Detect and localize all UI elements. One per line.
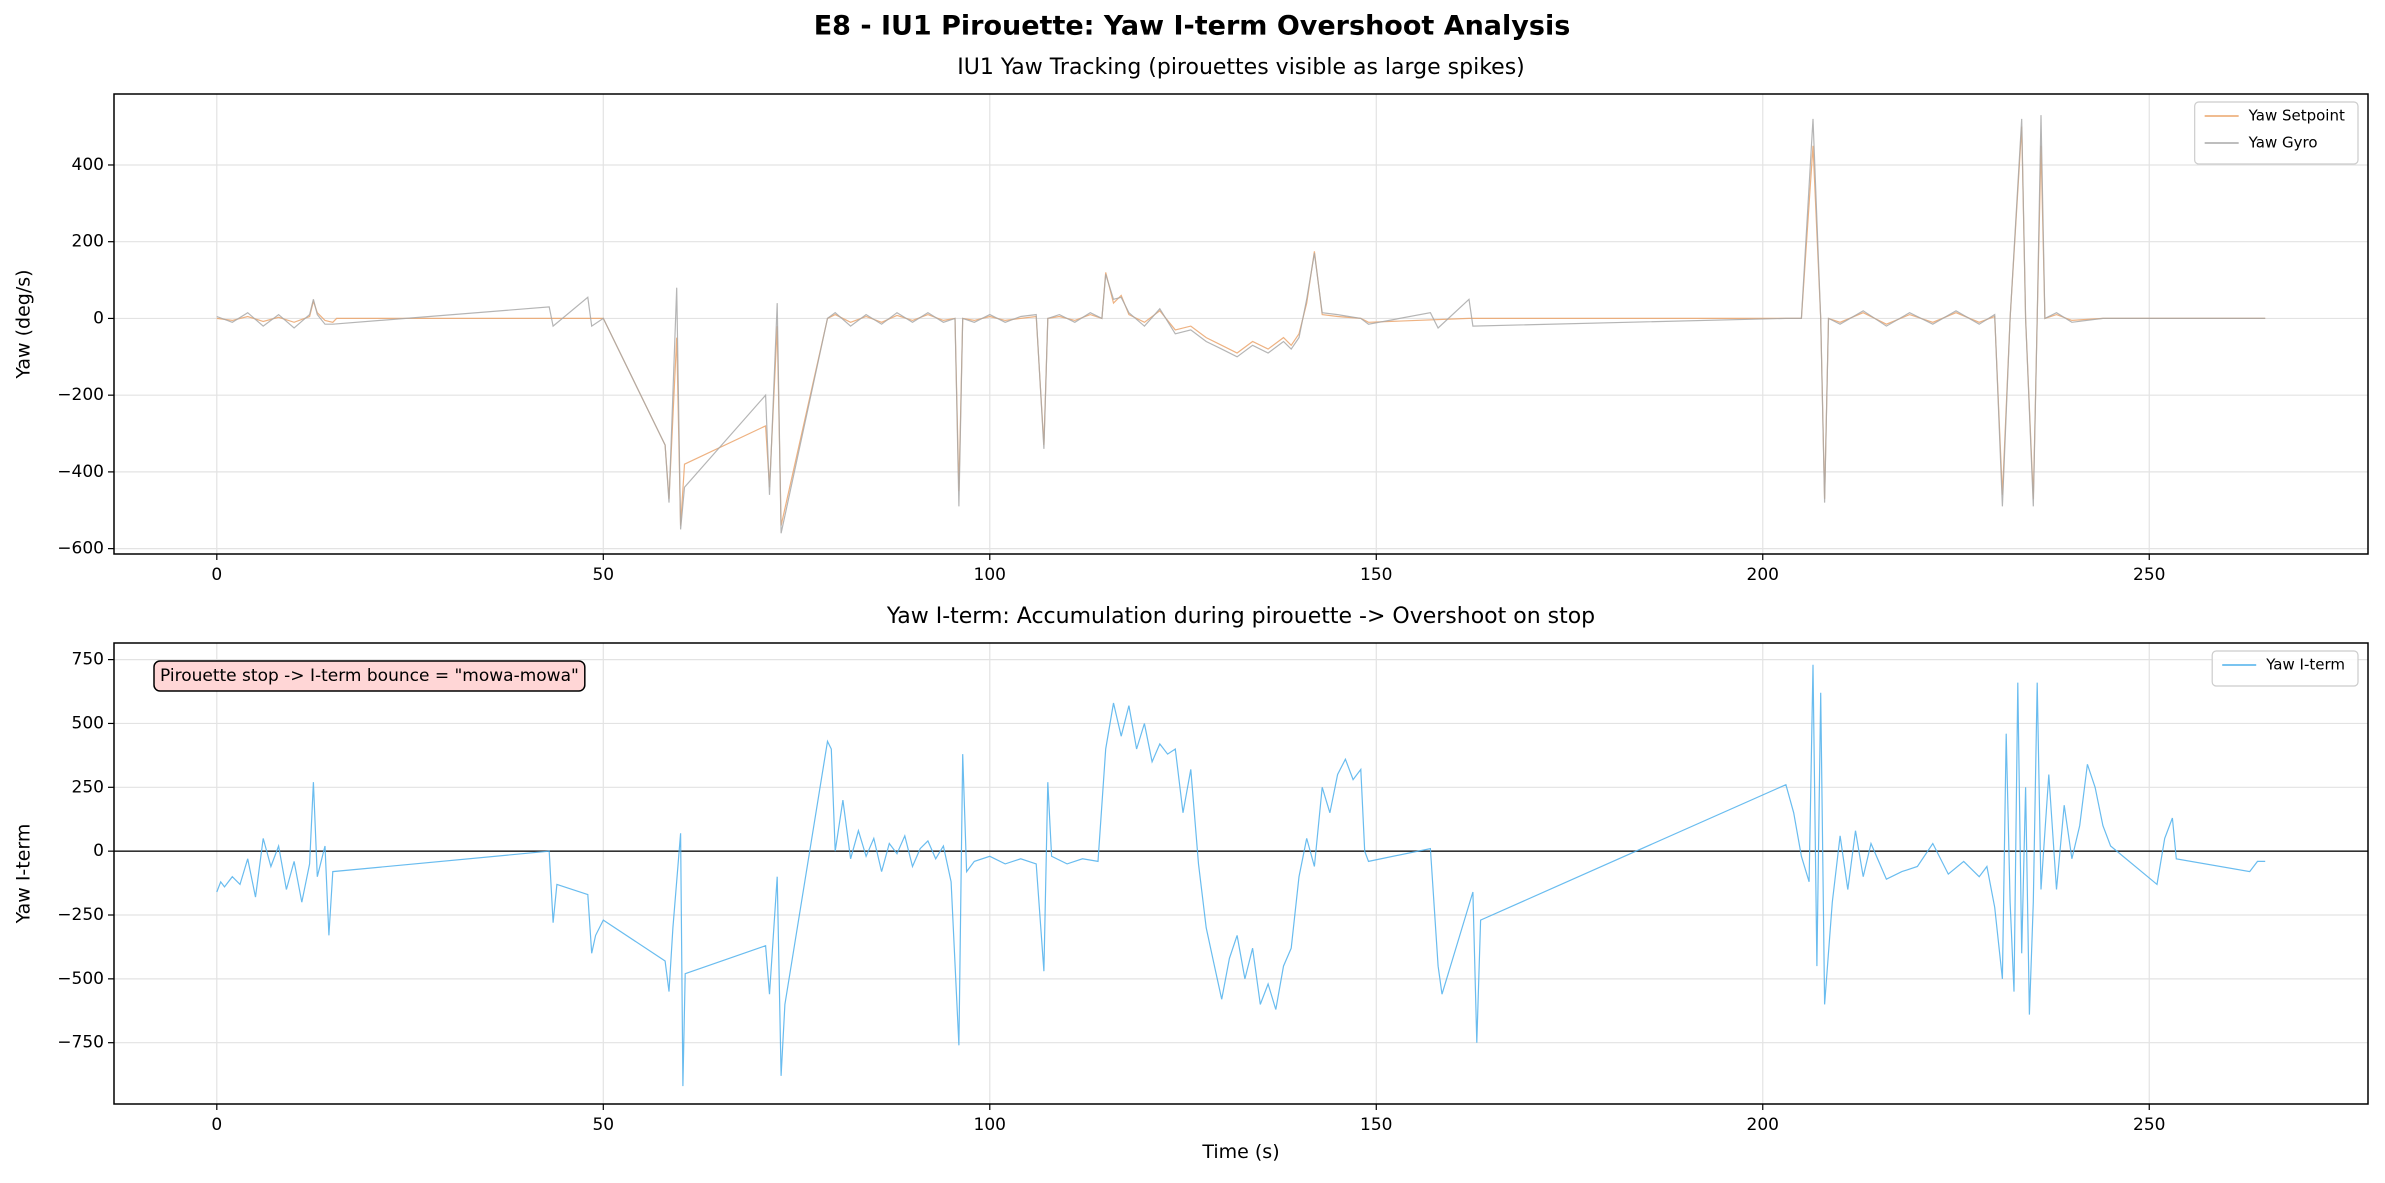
x-axis-label: Time (s) xyxy=(1201,1141,1279,1163)
figure-title: E8 - IU1 Pirouette: Yaw I-term Overshoot… xyxy=(814,11,1571,42)
y-tick-label: 0 xyxy=(93,841,104,861)
y-tick-label: 500 xyxy=(72,713,104,733)
legend-frame xyxy=(2194,101,2359,165)
x-tick-label: 250 xyxy=(2133,565,2165,585)
axes-title: Yaw I-term: Accumulation during pirouett… xyxy=(886,604,1595,629)
y-axis-label: Yaw I-term xyxy=(13,824,35,925)
y-tick-label: −200 xyxy=(57,385,104,405)
annotation: Pirouette stop -> I-term bounce = "mowa-… xyxy=(160,666,579,686)
axes-frame xyxy=(113,642,2369,1105)
y-tick-label: 750 xyxy=(72,650,104,670)
legend-label: Yaw I-term xyxy=(2265,656,2345,674)
y-tick-label: −750 xyxy=(57,1033,104,1053)
legend-label: Yaw Setpoint xyxy=(2248,107,2345,125)
x-tick-label: 150 xyxy=(1360,565,1392,585)
data-line xyxy=(216,115,2266,534)
x-tick-label: 50 xyxy=(592,565,614,585)
x-tick-label: 100 xyxy=(974,565,1006,585)
y-axis-label: Yaw (deg/s) xyxy=(13,269,35,379)
y-tick-label: −500 xyxy=(57,969,104,989)
x-tick-label: 200 xyxy=(1747,565,1779,585)
axes-frame xyxy=(113,93,2369,555)
data-line xyxy=(216,664,2266,1087)
data-line xyxy=(216,126,2266,526)
x-tick-label: 0 xyxy=(211,565,222,585)
legend: Yaw Setpoint Yaw Gyro xyxy=(2194,101,2359,165)
y-tick-label: 0 xyxy=(93,308,104,328)
axes-title: IU1 Yaw Tracking (pirouettes visible as … xyxy=(957,55,1525,80)
x-tick-label: 200 xyxy=(1747,1115,1779,1135)
x-tick-label: 0 xyxy=(211,1115,222,1135)
legend-frame xyxy=(2211,650,2359,687)
annotation-box xyxy=(153,660,586,692)
x-tick-label: 50 xyxy=(592,1115,614,1135)
legend: Yaw I-term xyxy=(2211,650,2359,687)
y-tick-label: −250 xyxy=(57,905,104,925)
y-tick-label: 200 xyxy=(72,232,104,252)
legend-label: Yaw Gyro xyxy=(2248,134,2318,152)
y-tick-label: −400 xyxy=(57,462,104,482)
x-tick-label: 100 xyxy=(974,1115,1006,1135)
y-tick-label: −600 xyxy=(57,539,104,559)
x-tick-label: 150 xyxy=(1360,1115,1392,1135)
y-tick-label: 250 xyxy=(72,777,104,797)
y-tick-label: 400 xyxy=(72,155,104,175)
x-tick-label: 250 xyxy=(2133,1115,2165,1135)
